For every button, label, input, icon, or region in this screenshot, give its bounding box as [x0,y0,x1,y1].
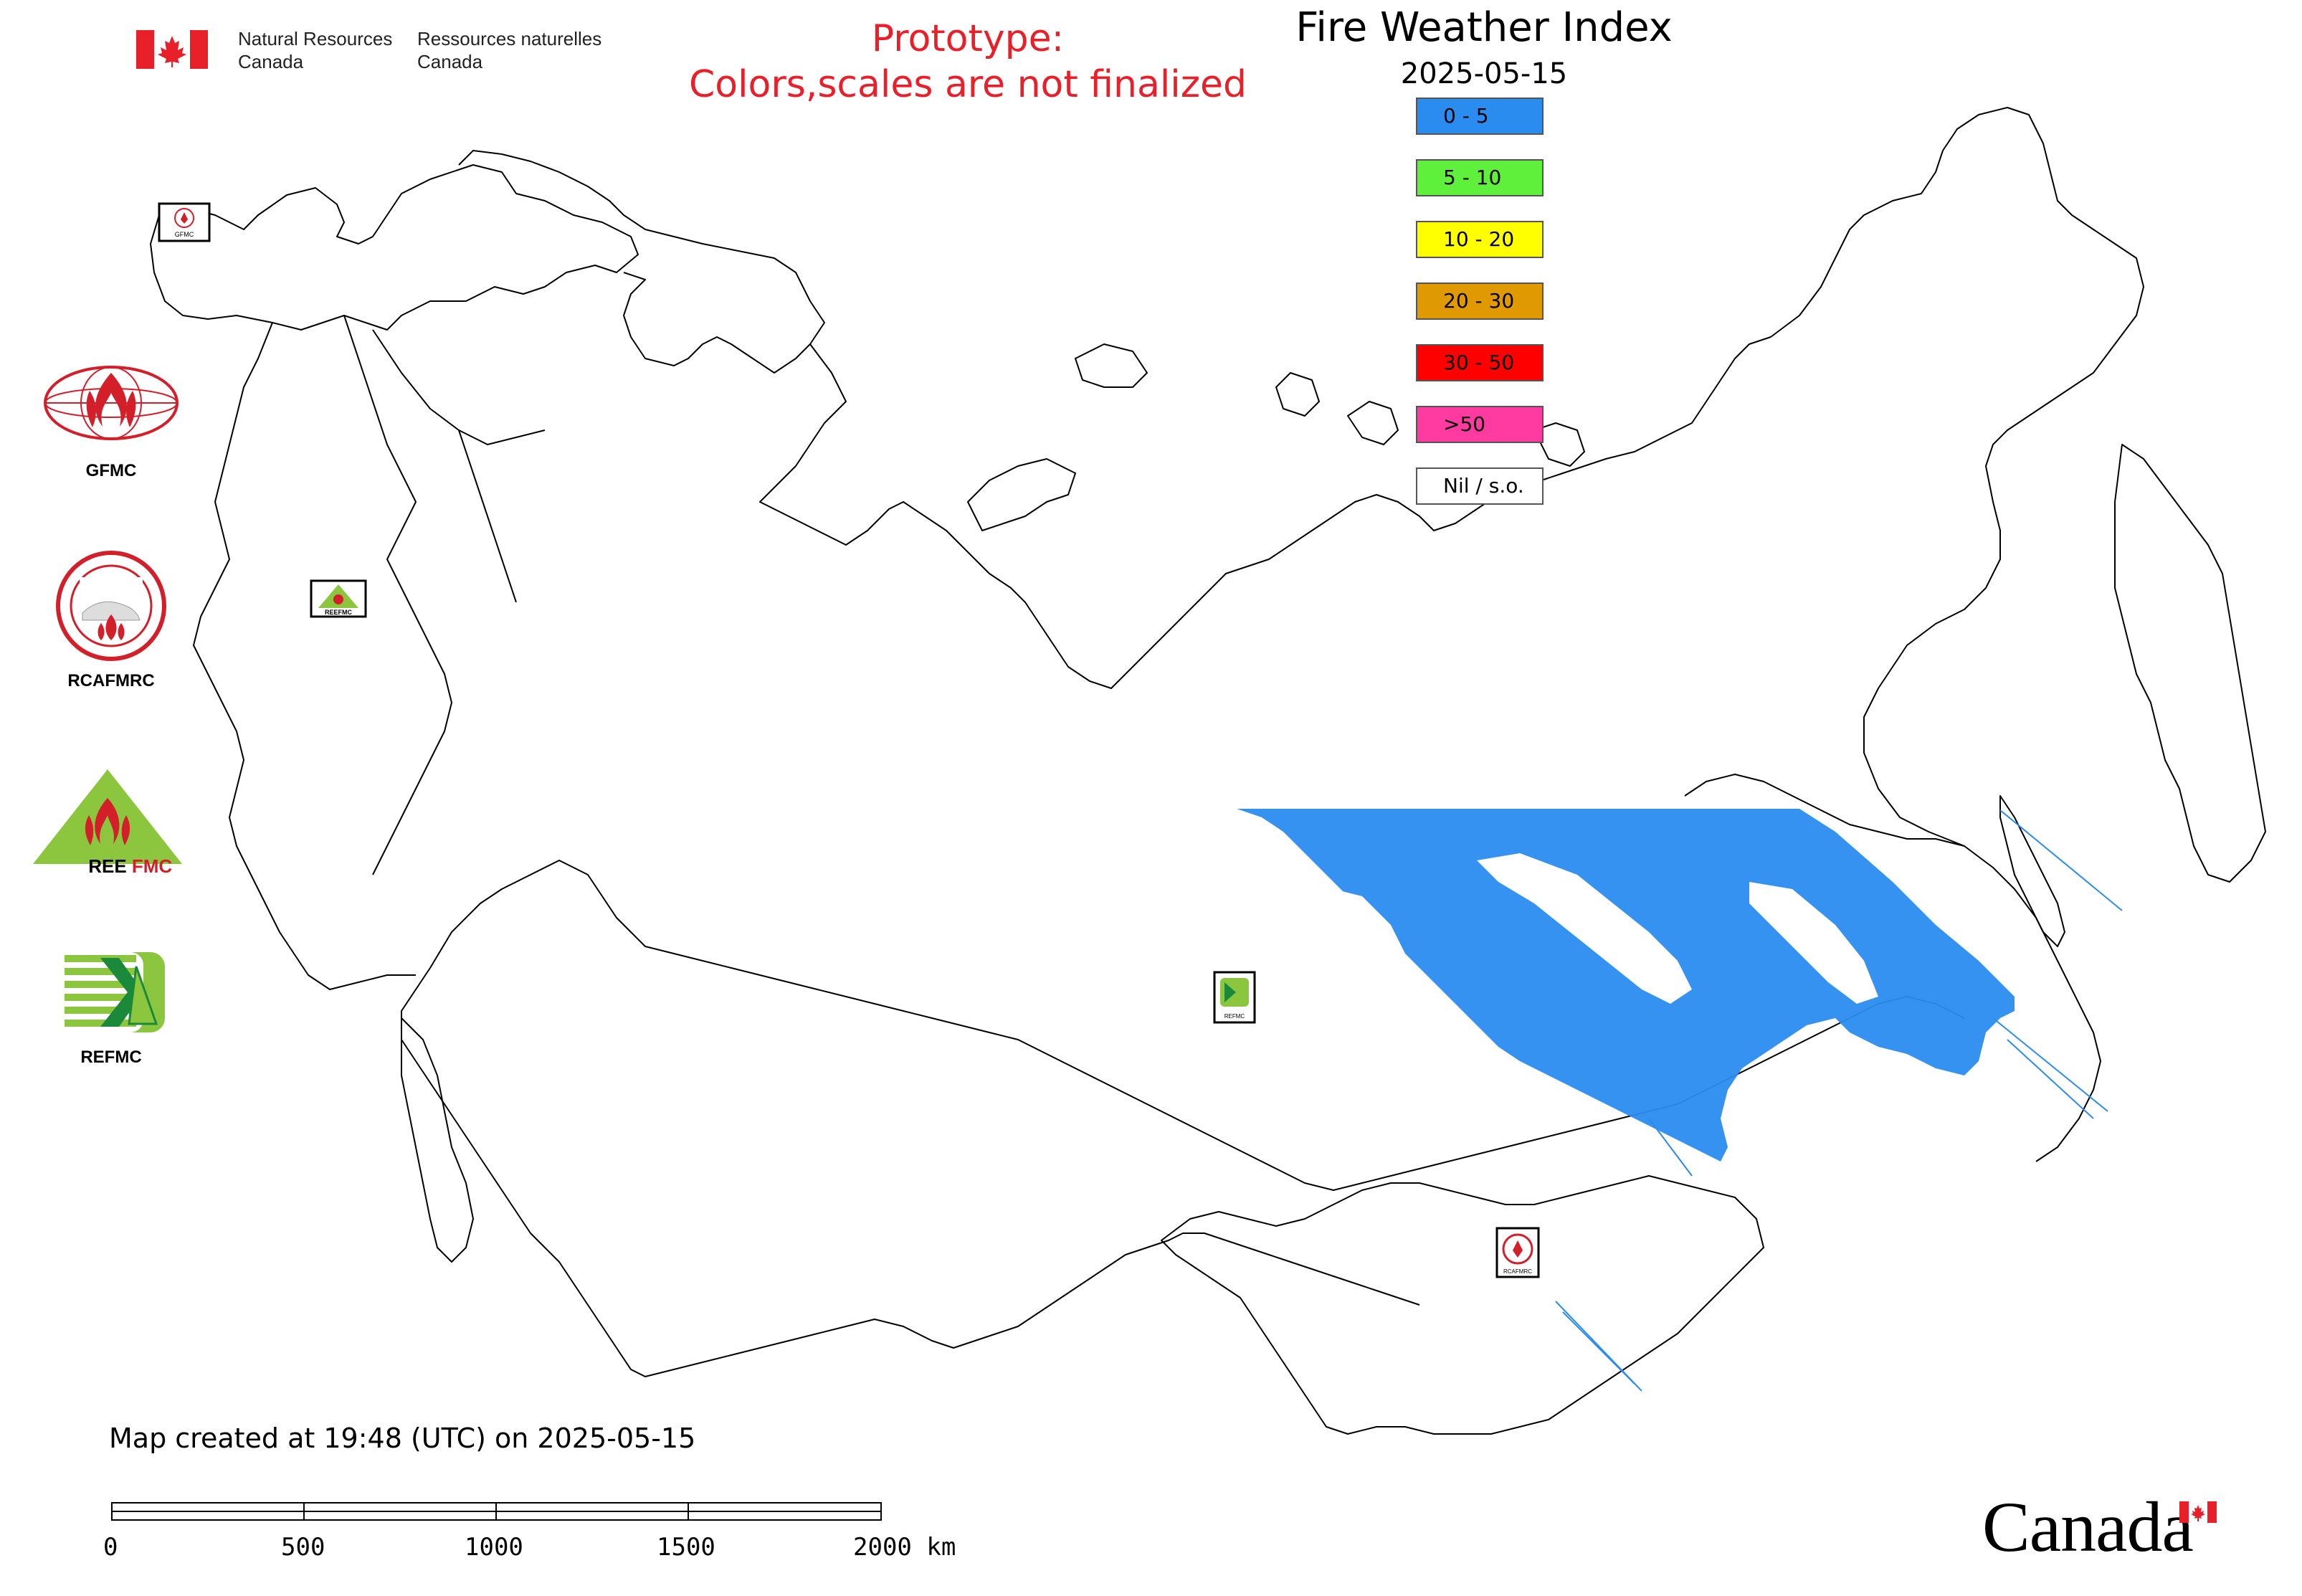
scale-label-0: 0 [103,1533,118,1562]
svalbard-franz-josef [1075,343,1585,467]
logo-gfmc-label: GFMC [85,461,137,480]
prototype-notice: Prototype: Colors,scales are not finaliz… [645,16,1290,108]
fwi-streak [1992,1017,2108,1112]
canada-wordmark: Canada [1982,1487,2194,1567]
kola-coast [458,150,825,374]
region-icon-refmc[interactable]: REFMC [1213,971,1256,1024]
legend-item-5-10: 5 - 10 [1416,159,1544,196]
prototype-line2: Colors,scales are not finalized [688,63,1247,106]
fwi-coverage-siberia [1237,809,2015,1162]
legend-item-50-plus: >50 [1416,406,1544,443]
caspian-sea [401,1017,474,1263]
mongolia-border [1161,1175,1764,1435]
legend-item-nil: Nil / s.o. [1416,467,1544,505]
legend-label: 30 - 50 [1443,351,1515,374]
fwi-streak [1999,809,2123,911]
fwi-streak [1562,1311,1635,1384]
fwi-streak [1648,1118,1693,1177]
central-asia-borders [401,967,1420,1377]
refmc-logo-icon [65,952,165,1032]
russia-north-coast [759,336,1771,689]
kamchatka [2114,444,2266,883]
gfmc-logo-icon [44,366,179,440]
svg-text:FMC: FMC [132,855,173,877]
department-fr-line2: Canada [417,51,483,72]
logo-rcafmrc-label: RCAFMRC [67,671,155,690]
svg-text:RCAFMRC: RCAFMRC [1503,1268,1532,1275]
department-en-line1: Natural Resources [238,28,393,49]
fwi-coverage-0-5 [1237,809,2123,1392]
department-name-fr: Ressources naturelles Canada [417,27,601,73]
fwi-streak [2007,1039,2094,1119]
fwi-coverage-gap [1749,882,1878,1004]
prototype-line1: Prototype: [871,17,1065,60]
country-borders [150,107,2266,1435]
legend-label: 10 - 20 [1443,227,1515,251]
legend-label: >50 [1443,412,1486,436]
scale-label-500: 500 [281,1533,325,1562]
legend-label: 20 - 30 [1443,289,1515,313]
okhotsk-coast [1684,774,1965,847]
region-icon-gfmc[interactable]: GFMC [158,202,211,242]
russia-east-coast [1770,107,2144,1162]
scale-label-1000: 1000 [465,1533,523,1562]
scale-label-2000: 2000 km [853,1533,956,1562]
scale-label-1500: 1500 [657,1533,715,1562]
map-title: Fire Weather Index [1295,4,1673,51]
svg-text:REE: REE [88,855,126,877]
logo-refmc[interactable]: REFMC [32,945,190,1068]
reefmc-logo-icon: REE FMC [33,769,182,877]
logo-rcafmrc[interactable]: RCAFMRC [32,548,190,691]
fwi-coverage-gap [1333,889,1405,961]
legend-label: 5 - 10 [1443,166,1502,189]
scandinavia-coast [150,164,639,331]
department-name-en: Natural Resources Canada [238,27,392,73]
region-icon-rcafmrc[interactable]: RCAFMRC [1495,1227,1540,1278]
sakhalin [1999,795,2065,947]
scale-bar [111,1502,882,1521]
legend-label: 0 - 5 [1443,104,1489,128]
svg-text:REFMC: REFMC [1224,1013,1245,1020]
novaya-zemlya [967,458,1076,531]
europe-borders [193,315,546,990]
region-icon-reefmc[interactable]: REEFMC [310,579,367,618]
legend-item-0-5: 0 - 5 [1416,98,1544,135]
department-fr-line1: Ressources naturelles [417,28,602,49]
legend-label: Nil / s.o. [1443,474,1524,498]
canada-wordmark-flag-icon [2179,1501,2217,1523]
fwi-streaks [1555,809,2123,1392]
fwi-coverage-gap [1477,853,1692,1004]
legend-item-30-50: 30 - 50 [1416,344,1544,381]
logo-gfmc[interactable]: GFMC [32,358,190,481]
map-date: 2025-05-15 [1400,57,1568,90]
logo-refmc-label: REFMC [80,1048,142,1067]
logo-reefmc[interactable]: REE FMC [29,764,186,883]
legend-item-10-20: 10 - 20 [1416,221,1544,258]
legend-item-20-30: 20 - 30 [1416,282,1544,320]
rcafmrc-logo-icon [56,551,166,661]
map-credit: Map created at 19:48 (UTC) on 2025-05-15 [109,1422,696,1454]
svg-text:GFMC: GFMC [175,231,194,238]
canada-flag-icon [136,30,208,69]
svg-text:REEFMC: REEFMC [325,609,353,616]
department-en-line2: Canada [238,51,304,72]
